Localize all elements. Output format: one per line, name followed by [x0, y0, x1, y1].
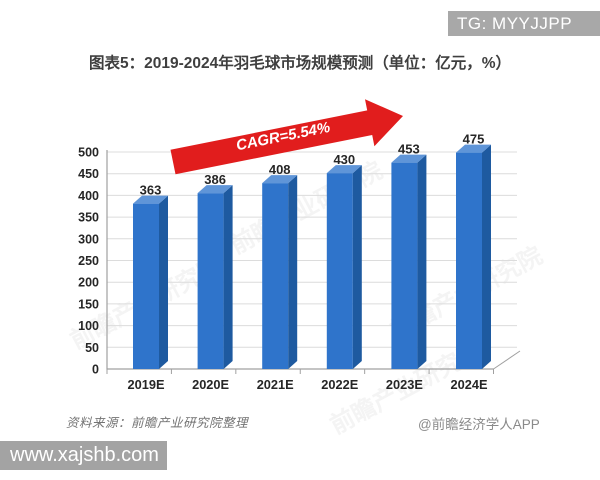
y-axis-tick-label: 0 [92, 363, 99, 377]
bar-side-face [223, 185, 233, 369]
bar-top-face [456, 144, 491, 153]
bar-front-face [391, 162, 418, 369]
x-axis-category-label: 2020E [192, 377, 229, 392]
bar-value-label: 363 [140, 183, 162, 198]
y-axis-tick-label: 150 [78, 297, 99, 311]
x-axis-category-label: 2021E [257, 377, 294, 392]
bar-top-face [326, 165, 362, 174]
source-note: 资料来源：前瞻产业研究院整理 [66, 416, 249, 430]
bar-front-face [326, 173, 353, 369]
bar-value-label: 475 [463, 132, 485, 147]
bar-value-label: 408 [269, 162, 291, 177]
bar-top-face [133, 195, 168, 204]
bar-value-label: 386 [204, 172, 226, 187]
bar-front-face [456, 152, 482, 369]
bar-side-face [482, 144, 491, 369]
bar-top-face [391, 154, 427, 163]
bar-side-face [352, 165, 362, 369]
y-axis-tick-label: 350 [78, 211, 99, 225]
x-axis-category-label: 2024E [450, 377, 487, 392]
x-axis-category-label: 2022E [321, 377, 358, 392]
x-axis-category-label: 2023E [386, 377, 423, 392]
bar-side-face [159, 195, 168, 369]
chart-title: 图表5：2019-2024年羽毛球市场规模预测（单位：亿元，%） [88, 55, 512, 72]
y-axis-tick-label: 50 [85, 341, 99, 355]
bar-top-face [197, 185, 233, 194]
bar-front-face [133, 203, 159, 369]
y-axis-tick-label: 450 [78, 167, 99, 181]
bar-front-face [197, 193, 224, 369]
bar-front-face [262, 183, 289, 369]
bar-top-face [262, 175, 298, 184]
y-axis-tick-label: 200 [78, 276, 99, 290]
bar-side-face [417, 154, 427, 369]
credit-note: @前瞻经济学人APP [418, 417, 540, 432]
site-watermark-badge: www.xajshb.com [0, 441, 167, 470]
y-axis-tick-label: 300 [78, 232, 99, 246]
bar-value-label: 430 [333, 152, 355, 167]
floor-depth-edge [493, 350, 521, 370]
y-axis-tick-label: 100 [78, 319, 99, 333]
bar-side-face [288, 175, 298, 369]
cagr-arrow [170, 99, 403, 175]
telegram-watermark-badge: TG: MYYJJPP [448, 11, 600, 36]
bar-value-label: 453 [398, 142, 420, 157]
y-axis-tick-label: 500 [78, 146, 99, 160]
background-watermark-text: 前瞻产业研究院 [226, 156, 387, 260]
x-axis-category-label: 2019E [127, 377, 164, 392]
y-axis-tick-label: 400 [78, 189, 99, 203]
y-axis-tick-label: 250 [78, 254, 99, 268]
